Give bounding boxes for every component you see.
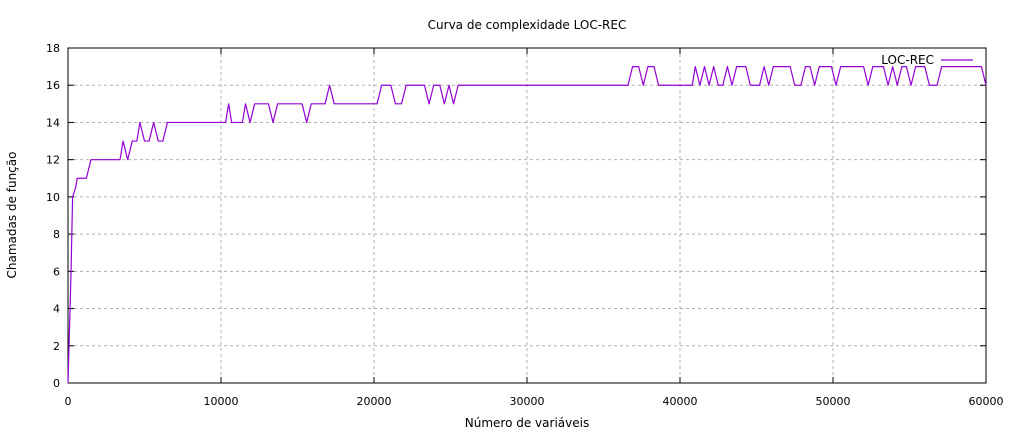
y-tick-label: 6 (53, 265, 60, 278)
y-axis-label: Chamadas de função (5, 152, 19, 279)
y-tick-label: 0 (53, 377, 60, 390)
y-tick-label: 10 (46, 191, 60, 204)
chart-title: Curva de complexidade LOC-REC (428, 18, 627, 32)
grid (68, 48, 986, 383)
series-line-1 (67, 66, 987, 384)
x-ticks: 0 10000 20000 30000 40000 50000 60000 (65, 48, 1004, 408)
x-tick-label: 30000 (510, 395, 545, 408)
x-tick-label: 40000 (663, 395, 698, 408)
y-tick-label: 12 (46, 154, 60, 167)
x-axis-label: Número de variáveis (465, 416, 589, 430)
y-tick-label: 16 (46, 79, 60, 92)
x-tick-label: 50000 (816, 395, 851, 408)
y-tick-label: 8 (53, 228, 60, 241)
y-tick-label: 14 (46, 116, 60, 129)
x-tick-label: 20000 (357, 395, 392, 408)
legend-label: LOC-REC (881, 53, 934, 67)
x-tick-label: 0 (65, 395, 72, 408)
x-tick-label: 10000 (204, 395, 239, 408)
x-tick-label: 60000 (969, 395, 1004, 408)
y-ticks: 0 2 4 6 8 10 12 14 16 18 (46, 42, 986, 390)
legend: LOC-REC (881, 53, 973, 67)
series-group (67, 66, 987, 384)
y-tick-label: 18 (46, 42, 60, 55)
y-tick-label: 2 (53, 340, 60, 353)
y-tick-label: 4 (53, 303, 60, 316)
